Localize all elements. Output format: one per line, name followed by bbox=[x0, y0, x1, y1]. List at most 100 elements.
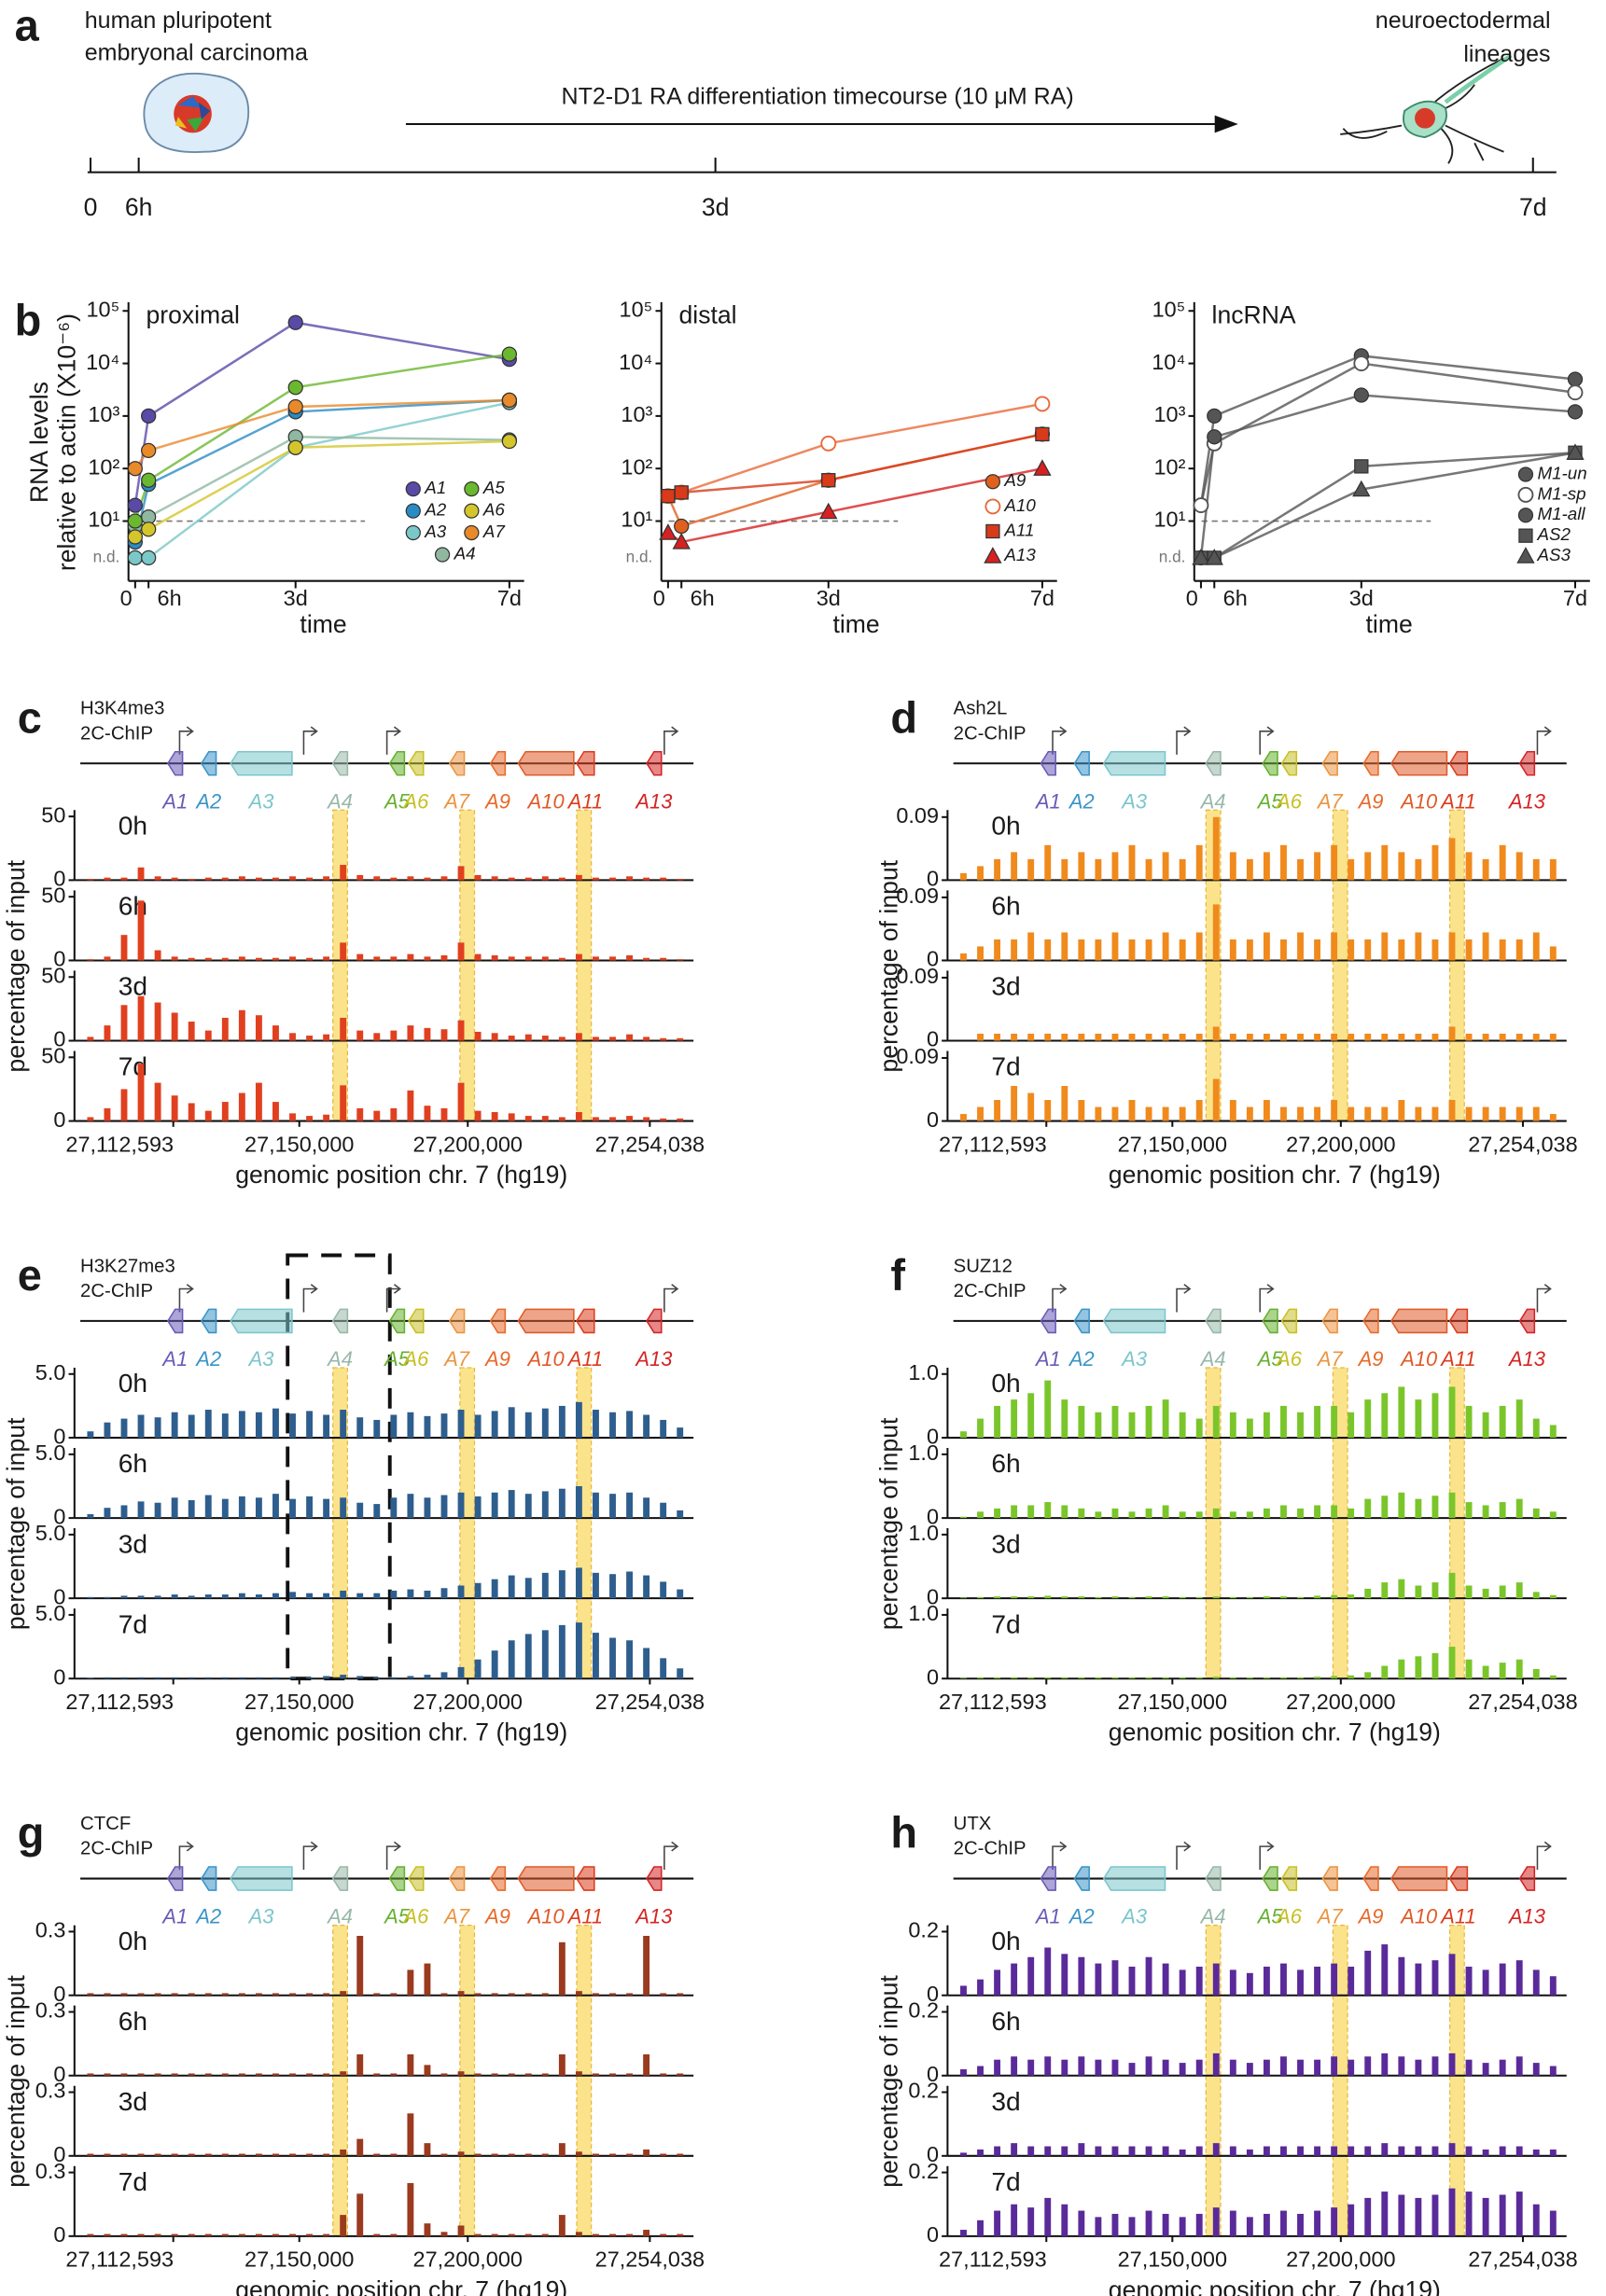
bar bbox=[104, 1025, 111, 1041]
bar bbox=[154, 2153, 161, 2156]
legend-marker bbox=[985, 498, 1001, 515]
bar bbox=[204, 877, 212, 881]
bar bbox=[1482, 1033, 1489, 1041]
bar bbox=[643, 2149, 650, 2156]
bar bbox=[660, 1993, 667, 1996]
bar bbox=[457, 2071, 465, 2076]
bar bbox=[994, 939, 1001, 961]
bar bbox=[373, 1593, 381, 1599]
marker bbox=[141, 442, 157, 459]
bar bbox=[272, 1677, 279, 1679]
marker bbox=[127, 550, 143, 566]
tss-arrow bbox=[1052, 1284, 1068, 1313]
bar bbox=[1448, 1100, 1456, 1121]
bar bbox=[1398, 1956, 1405, 1996]
bar bbox=[508, 2233, 515, 2236]
bar bbox=[188, 957, 195, 961]
bar bbox=[306, 2233, 314, 2236]
tss-arrow bbox=[1536, 726, 1552, 755]
bar bbox=[255, 957, 262, 961]
bar bbox=[626, 2233, 634, 2236]
gene-label: A6 bbox=[402, 1347, 430, 1371]
gene bbox=[1362, 750, 1379, 776]
bar bbox=[1195, 1677, 1203, 1679]
gene bbox=[1040, 1866, 1056, 1891]
bar bbox=[1145, 1508, 1152, 1519]
y-tick-label: 50 bbox=[41, 802, 65, 827]
y-tick-label: 0.3 bbox=[35, 2159, 66, 2183]
bar bbox=[541, 1116, 549, 1121]
bar bbox=[1246, 858, 1253, 881]
track-label: 0h bbox=[991, 1369, 1020, 1398]
series-line bbox=[1199, 362, 1576, 506]
x-tick-label: 0 bbox=[653, 586, 665, 610]
y-tick-label: 0 bbox=[53, 1107, 65, 1132]
bar bbox=[1364, 2197, 1372, 2236]
bar bbox=[994, 2210, 1001, 2236]
track-label: 6h bbox=[119, 2007, 147, 2036]
gene-label: A5 bbox=[1256, 1347, 1284, 1371]
bar bbox=[1398, 1659, 1405, 1679]
bar bbox=[1061, 932, 1068, 961]
marker bbox=[287, 380, 303, 396]
x-tick-label: 27,150,000 bbox=[244, 2247, 354, 2272]
gene-label: A10 bbox=[526, 789, 565, 813]
bar bbox=[1348, 1508, 1355, 1519]
bar bbox=[977, 1596, 984, 1599]
bar bbox=[1229, 2210, 1236, 2236]
bar bbox=[1061, 2204, 1068, 2236]
bar bbox=[440, 954, 448, 961]
gene bbox=[388, 750, 406, 776]
y-tick-label: 10¹ bbox=[621, 508, 652, 532]
bar bbox=[390, 2073, 398, 2076]
bar bbox=[390, 956, 398, 961]
bar bbox=[87, 2153, 94, 2156]
bar bbox=[306, 877, 314, 881]
gene bbox=[331, 1866, 349, 1891]
x-axis-label: time bbox=[1366, 610, 1413, 638]
y-tick-label: 0 bbox=[927, 1584, 939, 1608]
chart-title: H3K4me3 bbox=[80, 699, 164, 719]
bar bbox=[1145, 1956, 1152, 1996]
bar bbox=[204, 957, 212, 961]
bar bbox=[1381, 1944, 1389, 1996]
bar bbox=[1246, 1033, 1253, 1041]
bar bbox=[407, 876, 414, 881]
x-axis-label: genomic position chr. 7 (hg19) bbox=[1109, 2275, 1441, 2296]
gene bbox=[517, 1866, 575, 1891]
bar bbox=[1162, 1399, 1169, 1439]
gene bbox=[1518, 1308, 1536, 1334]
bar bbox=[508, 1407, 515, 1439]
y-tick-label: 10⁴ bbox=[1152, 350, 1185, 374]
gene-label: A2 bbox=[194, 789, 221, 813]
bar bbox=[238, 956, 245, 961]
bar bbox=[373, 956, 381, 961]
gene-label: A11 bbox=[566, 1347, 603, 1371]
x-tick-label: 27,200,000 bbox=[413, 2247, 523, 2272]
chart-subtitle: 2C-ChIP bbox=[954, 1839, 1026, 1859]
bar bbox=[524, 1993, 532, 1996]
bar bbox=[1398, 2056, 1405, 2076]
bar bbox=[457, 1585, 465, 1599]
bar bbox=[424, 1415, 431, 1439]
bar bbox=[1111, 1677, 1119, 1679]
bar bbox=[626, 1993, 634, 1996]
bar bbox=[188, 2233, 195, 2236]
gene bbox=[408, 1866, 425, 1891]
bar bbox=[188, 1499, 195, 1519]
bar bbox=[1331, 932, 1338, 961]
gene-label: A2 bbox=[1068, 1347, 1095, 1371]
bar bbox=[1111, 1960, 1119, 1996]
bar bbox=[1212, 1405, 1220, 1439]
y-axis-label: percentage of input bbox=[874, 859, 902, 1072]
bar bbox=[1532, 1033, 1540, 1041]
bar bbox=[508, 1490, 515, 1519]
legend-label: A11 bbox=[1003, 520, 1034, 539]
bar bbox=[1331, 1405, 1338, 1439]
bar bbox=[977, 946, 984, 961]
bar bbox=[1027, 2059, 1035, 2076]
bar bbox=[1515, 1582, 1523, 1599]
gene bbox=[1390, 1308, 1448, 1334]
bar bbox=[1011, 2143, 1018, 2156]
bar bbox=[1095, 858, 1102, 881]
